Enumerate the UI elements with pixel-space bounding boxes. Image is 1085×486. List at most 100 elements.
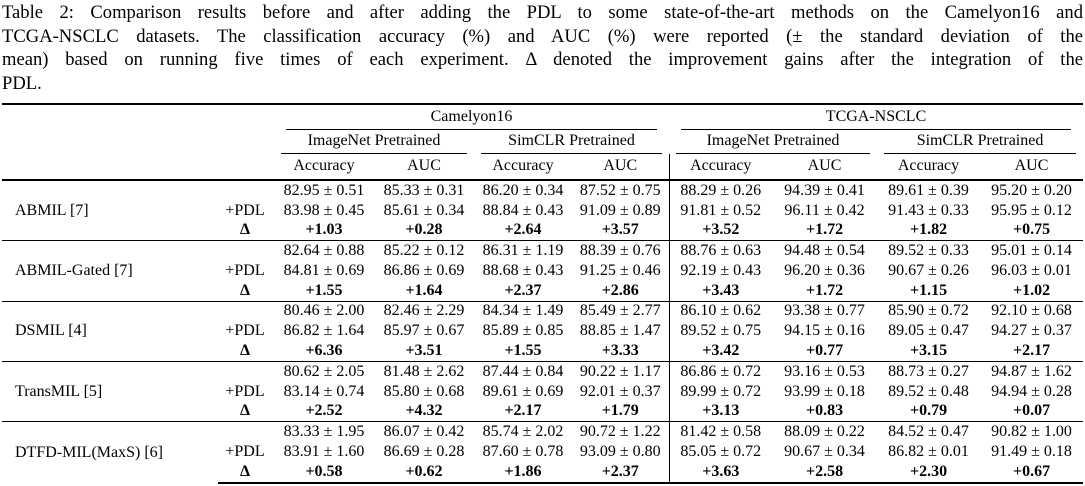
metric-header: AUC <box>980 153 1084 181</box>
value-cell: +2.17 <box>1012 342 1051 360</box>
value-cell: 93.38 ± 0.77 <box>772 300 878 322</box>
value-cell: 94.27 ± 0.37 <box>991 322 1072 340</box>
pretrain-header-simclr-tcga: SimCLR Pretrained <box>877 130 1083 154</box>
row-type-label <box>218 300 274 322</box>
value-cell: +3.33 <box>601 342 639 360</box>
pretrain-header-imagenet-tcga: ImageNet Pretrained <box>669 130 877 154</box>
caption-line: PDL. <box>2 73 42 95</box>
value-cell: 88.39 ± 0.76 <box>572 240 670 261</box>
value-cell: 96.11 ± 0.42 <box>784 201 865 219</box>
value-cell: 81.42 ± 0.58 <box>668 421 773 443</box>
value-cell: 90.67 ± 0.34 <box>784 443 865 461</box>
value-cell: +2.52 <box>305 402 343 420</box>
value-cell: 87.44 ± 0.84 <box>474 360 572 382</box>
value-cell: 87.52 ± 0.75 <box>572 179 670 201</box>
table-row: ABMIL [7] 82.95 ± 0.51 85.33 ± 0.31 86.20 ±… <box>2 179 1084 241</box>
value-cell: 89.61 ± 0.39 <box>877 179 981 201</box>
value-cell: 92.01 ± 0.37 <box>579 382 661 400</box>
value-cell: +0.62 <box>374 461 474 484</box>
metric-header: Accuracy <box>274 153 374 181</box>
pretrain-label: ImageNet Pretrained <box>307 131 441 149</box>
pretrain-header-imagenet-cam: ImageNet Pretrained <box>274 130 474 154</box>
metric-header: Accuracy <box>877 153 981 181</box>
value-cell: 95.95 ± 0.12 <box>991 201 1072 219</box>
caption-line: Table 2: Comparison results before and a… <box>2 2 1083 23</box>
value-cell: +1.72 <box>805 221 844 239</box>
value-cell: 90.67 ± 0.26 <box>888 261 969 279</box>
value-cell: 85.80 ± 0.68 <box>383 382 465 400</box>
table-row: DSMIL [4] 80.46 ± 2.00 82.46 ± 2.29 84.34 ±… <box>2 300 1084 362</box>
value-cell: 86.82 ± 1.64 <box>283 322 365 340</box>
value-cell: +2.64 <box>504 221 542 239</box>
value-cell: 86.86 ± 0.69 <box>383 261 465 279</box>
header-spacer <box>2 153 274 181</box>
table-row: +PDL 83.98 ± 0.45 85.61 ± 0.34 88.84 ± 0.43… <box>2 200 1083 221</box>
value-cell: 96.03 ± 0.01 <box>991 261 1072 279</box>
table-row: +PDL 86.82 ± 1.64 85.97 ± 0.67 85.89 ± 0.85… <box>2 321 1083 342</box>
value-cell: +2.86 <box>601 281 639 299</box>
value-cell: 92.10 ± 0.68 <box>980 300 1084 322</box>
value-cell: +3.52 <box>668 220 773 241</box>
row-type-label <box>218 360 274 382</box>
cmidrule: SimCLR Pretrained <box>481 131 663 154</box>
value-cell: +1.55 <box>504 342 542 360</box>
pretrain-label: ImageNet Pretrained <box>706 131 840 149</box>
caption-line: mean) based on running five times of eac… <box>2 49 1083 71</box>
value-cell: 89.05 ± 0.47 <box>888 322 969 340</box>
value-cell: 85.22 ± 0.12 <box>374 240 474 261</box>
value-cell: 83.91 ± 1.60 <box>283 443 365 461</box>
value-cell: 86.07 ± 0.42 <box>374 421 474 443</box>
row-type-label: +PDL <box>225 322 265 340</box>
table-row: ABMIL-Gated [7] 82.64 ± 0.88 85.22 ± 0.12 8… <box>2 240 1084 302</box>
value-cell: 85.33 ± 0.31 <box>374 179 474 201</box>
value-cell: 91.09 ± 0.89 <box>579 201 661 219</box>
table-row: Δ +1.55 +1.64 +2.37 +2.86 +3.43 +1.72 +1.15 +1.0… <box>2 280 1083 302</box>
value-cell: +0.67 <box>980 461 1084 484</box>
value-cell: 91.81 ± 0.52 <box>668 200 773 221</box>
value-cell: 85.74 ± 2.02 <box>474 421 572 443</box>
row-type-label: +PDL <box>225 201 265 219</box>
value-cell: 90.22 ± 1.17 <box>572 360 670 382</box>
metric-header-row: Accuracy AUC Accuracy AUC Accuracy AUC A… <box>2 153 1084 181</box>
value-cell: 84.52 ± 0.47 <box>877 421 981 443</box>
value-cell: +2.58 <box>772 461 878 484</box>
method-name: ABMIL-Gated [7] <box>2 240 218 302</box>
value-cell: 82.46 ± 2.29 <box>374 300 474 322</box>
value-cell: +0.28 <box>405 221 443 239</box>
dataset-header-camelyon16: Camelyon16 <box>274 102 670 130</box>
value-cell: +0.07 <box>1012 402 1051 420</box>
value-cell: 86.10 ± 0.62 <box>668 300 773 322</box>
results-table-body: ABMIL [7] 82.95 ± 0.51 85.33 ± 0.31 86.20 ±… <box>2 179 1084 484</box>
value-cell: 88.09 ± 0.22 <box>772 421 878 443</box>
value-cell: 86.31 ± 1.19 <box>474 240 572 261</box>
row-type-label <box>218 179 274 201</box>
value-cell: 94.39 ± 0.41 <box>772 179 878 201</box>
row-type-label: Δ <box>239 342 251 360</box>
value-cell: 85.61 ± 0.34 <box>383 201 465 219</box>
row-type-label <box>218 240 274 261</box>
table-caption: Table 2: Comparison results before and a… <box>2 0 1083 96</box>
value-cell: 85.90 ± 0.72 <box>877 300 981 322</box>
value-cell: +1.15 <box>909 281 948 299</box>
value-cell: 91.49 ± 0.18 <box>991 443 1072 461</box>
value-cell: +0.79 <box>909 402 948 420</box>
value-cell: 95.01 ± 0.14 <box>980 240 1084 261</box>
value-cell: 84.34 ± 1.49 <box>474 300 572 322</box>
value-cell: 87.60 ± 0.78 <box>482 443 564 461</box>
value-cell: +1.55 <box>305 281 343 299</box>
value-cell: 86.82 ± 0.01 <box>888 443 969 461</box>
value-cell: 89.99 ± 0.72 <box>668 381 773 402</box>
row-type-label <box>218 421 274 443</box>
value-cell: +1.02 <box>1012 281 1051 299</box>
value-cell: +6.36 <box>305 342 343 360</box>
value-cell: 89.52 ± 0.48 <box>888 382 969 400</box>
table-row: Δ +0.58 +0.62 +1.86 +2.37 +3.63 +2.58 +2.30 +0.6… <box>2 461 1084 484</box>
value-cell: 92.19 ± 0.43 <box>668 261 773 281</box>
value-cell: 89.61 ± 0.69 <box>482 382 564 400</box>
pretrain-header-row: ImageNet Pretrained SimCLR Pretrained Im… <box>2 130 1083 154</box>
value-cell: 88.76 ± 0.63 <box>668 240 773 261</box>
value-cell: 85.05 ± 0.72 <box>668 442 773 462</box>
value-cell: 93.99 ± 0.18 <box>784 382 865 400</box>
value-cell: 82.64 ± 0.88 <box>274 240 374 261</box>
